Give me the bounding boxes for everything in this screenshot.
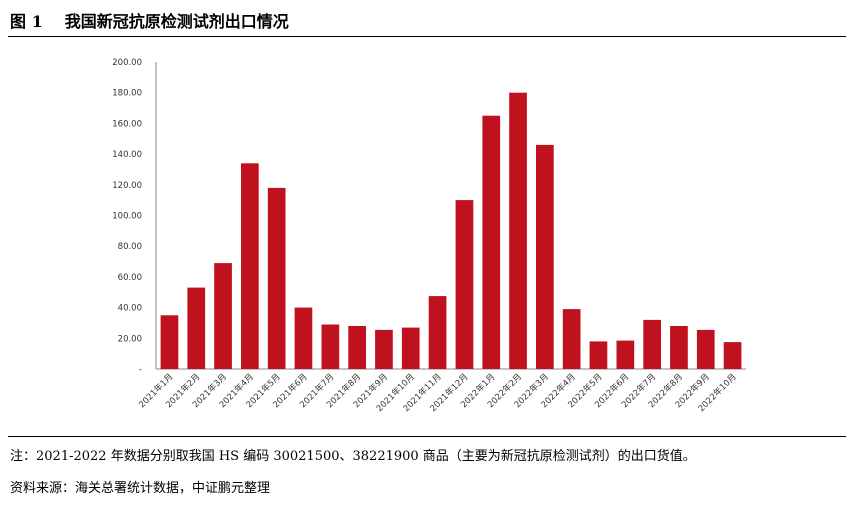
bar — [562, 309, 581, 369]
bar — [160, 315, 179, 369]
bar — [643, 319, 661, 369]
figure-title-text: 我国新冠抗原检测试剂出口情况 — [64, 12, 289, 31]
bar — [321, 324, 340, 369]
source-note: 资料来源：海关总署统计数据，中证鹏元整理 — [10, 481, 271, 496]
bar — [294, 307, 313, 369]
bar — [428, 296, 447, 369]
x-axis-labels: 2021年1月2021年2月2021年3月2021年4月2021年5月2021年… — [137, 371, 739, 414]
bar — [723, 342, 742, 369]
bar — [214, 263, 232, 369]
y-tick-label: 100.00 — [112, 212, 142, 222]
y-tick-label: 120.00 — [112, 181, 142, 191]
bar — [589, 341, 608, 369]
bar — [536, 144, 554, 369]
y-tick-label: - — [139, 365, 142, 375]
bar — [348, 326, 366, 369]
bar — [455, 200, 474, 369]
bar-series — [160, 92, 742, 369]
bar — [616, 340, 635, 369]
bar — [670, 326, 688, 369]
bar — [509, 92, 527, 369]
y-tick-label: 20.00 — [118, 334, 142, 344]
bar — [241, 163, 259, 369]
figure-title: 图 1 我国新冠抗原检测试剂出口情况 — [10, 8, 289, 32]
bottom-divider — [8, 436, 846, 437]
bar — [696, 329, 715, 369]
y-tick-label: 160.00 — [112, 119, 142, 129]
y-tick-label: 180.00 — [112, 89, 142, 99]
bar-chart: 200.00 180.00 160.00 140.00 120.00 100.00 80.0… — [112, 58, 746, 414]
y-tick-label: 40.00 — [118, 304, 142, 314]
bar — [482, 115, 501, 369]
bar — [187, 287, 206, 369]
footnote: 注：2021-2022 年数据分别取我国 HS 编码 30021500、3822… — [10, 449, 696, 464]
bar — [375, 329, 393, 369]
y-tick-label: 80.00 — [118, 242, 142, 252]
top-divider — [8, 36, 846, 37]
figure-number: 图 1 — [10, 12, 43, 31]
y-tick-label: 200.00 — [112, 58, 142, 68]
bar — [267, 187, 286, 369]
y-tick-label: 140.00 — [112, 150, 142, 160]
y-tick-label: 60.00 — [118, 273, 142, 283]
bar — [401, 327, 420, 369]
